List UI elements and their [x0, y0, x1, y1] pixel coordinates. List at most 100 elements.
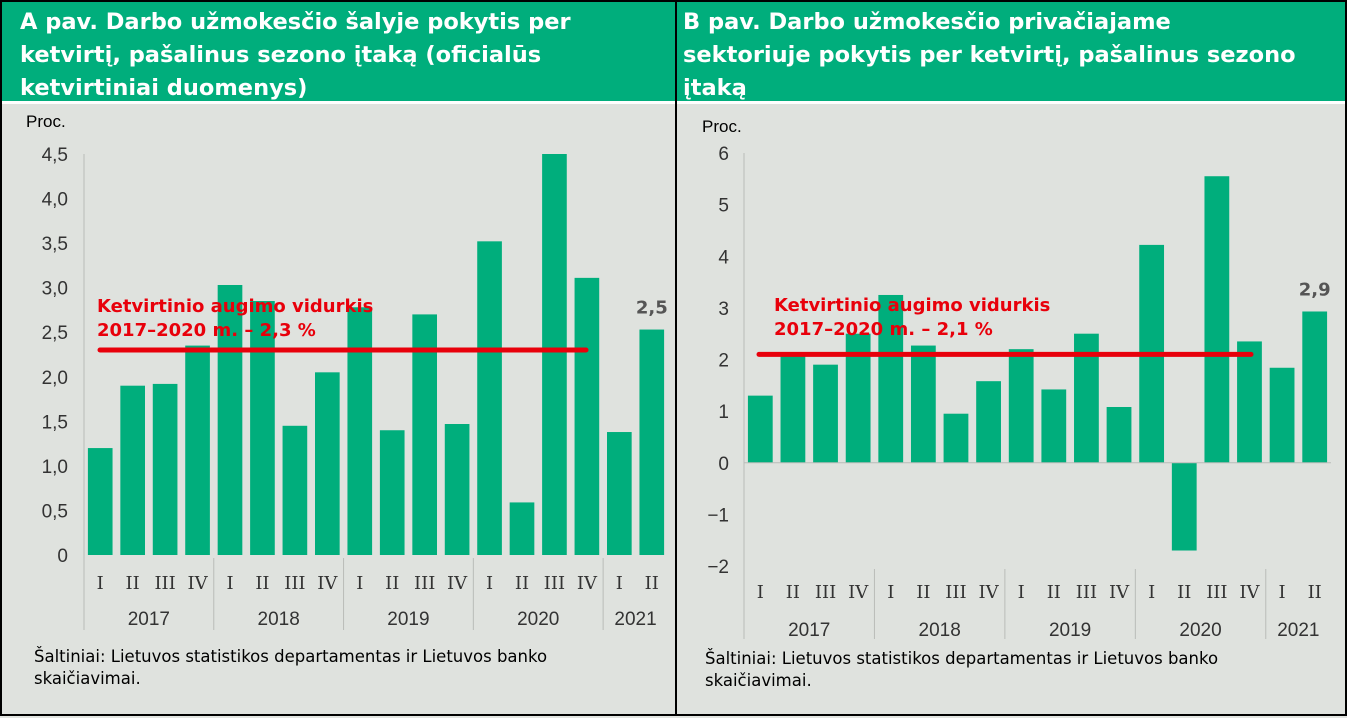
y-tick-label: 1: [718, 402, 729, 423]
bar: [943, 413, 969, 463]
x-year-label: 2017: [788, 620, 830, 641]
x-tick-label: III: [154, 573, 175, 594]
bar: [315, 372, 340, 555]
bar: [379, 430, 405, 555]
x-tick-label: II: [645, 573, 659, 594]
source-note-b: Šaltiniai: Lietuvos statistikos departam…: [705, 649, 1219, 690]
average-label-line1: Ketvirtinio augimo vidurkis: [97, 296, 373, 317]
x-year-label: 2018: [919, 620, 961, 641]
bar: [813, 364, 838, 463]
chart-title-b: B pav. Darbo užmokesčio privačiajame sek…: [677, 2, 1345, 104]
bar: [1008, 349, 1034, 463]
x-tick-label: III: [414, 573, 435, 594]
x-tick-label: IV: [1239, 582, 1260, 603]
y-tick-label: 5: [718, 196, 729, 217]
x-tick-label: II: [1177, 582, 1191, 603]
y-tick-label: 4,0: [42, 190, 68, 211]
y-tick-label: −2: [707, 557, 729, 578]
x-tick-label: I: [757, 582, 764, 603]
chart-title-a: A pav. Darbo užmokesčio šalyje pokytis p…: [2, 2, 675, 104]
bar: [217, 284, 243, 555]
x-tick-label: I: [226, 573, 233, 594]
bar: [412, 314, 437, 555]
bar: [639, 329, 665, 555]
x-tick-label: I: [1018, 582, 1025, 603]
bar: [542, 154, 567, 555]
y-tick-label: 0: [57, 546, 68, 567]
bar: [347, 307, 373, 555]
x-tick-label: II: [515, 573, 529, 594]
x-tick-label: III: [945, 582, 966, 603]
x-tick-label: II: [786, 582, 800, 603]
x-tick-label: IV: [577, 573, 598, 594]
x-year-label: 2021: [1277, 620, 1319, 641]
bar: [976, 381, 1001, 463]
x-year-label: 2018: [258, 609, 300, 630]
bar: [1269, 367, 1295, 463]
bar: [1041, 389, 1067, 463]
bar: [509, 502, 535, 555]
x-tick-label: II: [916, 582, 930, 603]
x-year-label: 2019: [387, 609, 429, 630]
y-tick-label: 2,5: [42, 323, 68, 344]
last-value-label: 2,5: [636, 298, 668, 319]
x-year-label: 2020: [517, 609, 559, 630]
x-tick-label: IV: [188, 573, 209, 594]
x-tick-label: IV: [848, 582, 869, 603]
x-tick-label: III: [1076, 582, 1097, 603]
y-tick-label: 3,0: [42, 279, 68, 300]
bar-chart-a: 00,51,01,52,02,53,03,54,04,5I II III IV I II I…: [42, 145, 668, 630]
y-tick-label: −1: [707, 505, 729, 526]
x-tick-label: II: [255, 573, 269, 594]
chart-panel-b: B pav. Darbo užmokesčio privačiajame sek…: [677, 0, 1347, 716]
y-tick-label: 3: [718, 299, 729, 320]
bar: [1171, 462, 1197, 551]
bar: [477, 241, 502, 555]
bar: [747, 395, 773, 463]
x-tick-label: I: [1148, 582, 1155, 603]
bar: [444, 424, 470, 555]
x-tick-label: I: [616, 573, 623, 594]
bar: [120, 385, 145, 555]
x-year-label: 2017: [128, 609, 170, 630]
bar: [607, 432, 632, 555]
chart-panel-a: A pav. Darbo užmokesčio šalyje pokytis p…: [0, 0, 677, 716]
y-tick-label: 0,5: [42, 501, 68, 522]
bar: [878, 294, 904, 463]
bar: [1204, 176, 1230, 463]
x-tick-label: IV: [1109, 582, 1130, 603]
x-tick-label: I: [1279, 582, 1286, 603]
y-tick-label: 4,5: [42, 145, 68, 166]
x-tick-label: II: [1308, 582, 1322, 603]
bar: [87, 448, 113, 555]
average-label-line1: Ketvirtinio augimo vidurkis: [774, 295, 1050, 316]
x-tick-label: I: [887, 582, 894, 603]
bar: [1302, 311, 1328, 463]
x-year-label: 2019: [1049, 620, 1091, 641]
bar: [152, 383, 178, 555]
bar: [780, 354, 806, 463]
x-tick-label: II: [126, 573, 140, 594]
bar: [574, 277, 600, 555]
x-year-label: 2020: [1179, 620, 1221, 641]
y-tick-label: 0: [718, 454, 729, 475]
y-tick-label: 1,5: [42, 412, 68, 433]
bar: [250, 301, 275, 555]
bar: [910, 345, 936, 463]
last-value-label: 2,9: [1299, 279, 1331, 300]
y-tick-label: 2: [718, 351, 729, 372]
x-tick-label: I: [97, 573, 104, 594]
x-tick-label: III: [284, 573, 305, 594]
x-tick-label: IV: [979, 582, 1000, 603]
average-label-line2: 2017–2020 m. – 2,3 %: [97, 320, 316, 341]
bar: [1237, 341, 1262, 463]
x-tick-label: I: [356, 573, 363, 594]
y-tick-label: 3,5: [42, 234, 68, 255]
x-tick-label: III: [544, 573, 565, 594]
x-tick-label: I: [486, 573, 493, 594]
y-tick-label: 6: [718, 144, 729, 165]
bar: [1106, 406, 1132, 463]
x-tick-label: III: [1206, 582, 1227, 603]
